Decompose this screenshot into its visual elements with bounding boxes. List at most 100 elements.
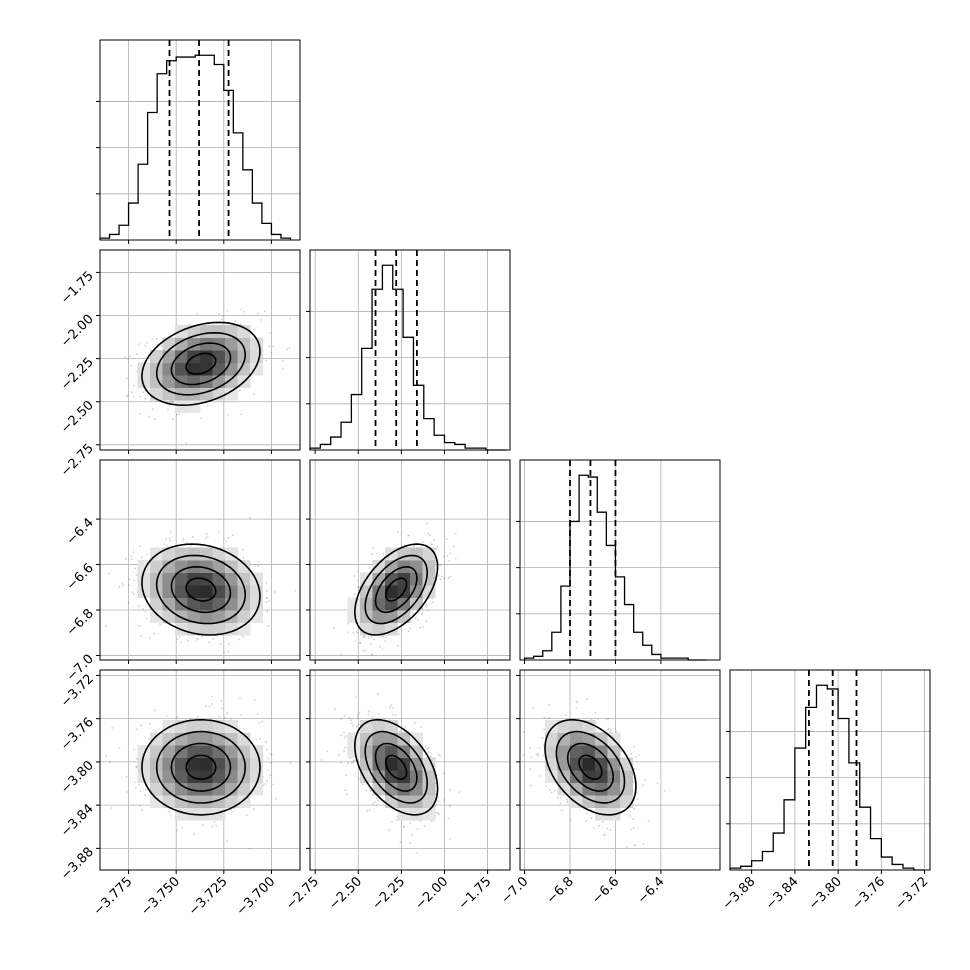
sample-point	[529, 768, 532, 770]
sample-point	[153, 632, 156, 635]
density-cell	[200, 745, 213, 758]
density-cell	[162, 610, 176, 623]
density-cell	[212, 622, 226, 636]
sample-point	[126, 394, 129, 397]
sample-point	[632, 826, 635, 829]
sample-point	[142, 608, 144, 610]
sample-point	[248, 517, 251, 519]
sample-point	[133, 781, 136, 784]
sample-point	[411, 611, 413, 613]
sample-point	[237, 638, 240, 641]
sample-point	[133, 593, 135, 596]
sample-point	[163, 543, 166, 546]
sample-point	[594, 712, 597, 714]
sample-point	[554, 789, 556, 792]
y-tick-label: −6.4	[64, 515, 97, 548]
sample-point	[127, 584, 130, 587]
sample-point	[275, 797, 277, 800]
sample-point	[133, 748, 136, 751]
density-cell	[150, 782, 163, 796]
sample-point	[416, 852, 419, 854]
sample-point	[357, 778, 360, 780]
sample-point	[392, 707, 394, 710]
sample-point	[344, 789, 347, 792]
sample-point	[267, 600, 270, 603]
sample-point	[125, 377, 128, 380]
sample-point	[109, 761, 111, 764]
density-cell	[347, 610, 361, 623]
sample-point	[125, 775, 128, 778]
sample-point	[232, 810, 235, 813]
sample-point	[409, 822, 411, 825]
sample-point	[272, 783, 275, 786]
sample-point	[167, 408, 170, 411]
sample-point	[445, 538, 448, 540]
sample-point	[242, 548, 244, 551]
sample-point	[260, 319, 263, 321]
sample-point	[118, 747, 121, 750]
density-cell	[397, 770, 411, 783]
sample-point	[129, 355, 132, 358]
panel-frame	[99, 39, 301, 241]
y-tick-label: −2.50	[58, 398, 97, 437]
density-cell	[187, 720, 201, 733]
sample-point	[205, 705, 207, 708]
sample-point	[272, 345, 275, 348]
density-cell	[175, 610, 188, 623]
density-cell	[200, 610, 213, 623]
sample-point	[635, 756, 637, 758]
sample-point	[140, 724, 143, 727]
sample-point	[124, 557, 127, 560]
sample-point	[419, 726, 422, 729]
sample-point	[144, 344, 147, 347]
density-cell	[175, 572, 188, 586]
sample-point	[435, 812, 438, 814]
density-cell	[237, 622, 251, 636]
sample-point	[442, 555, 445, 558]
sample-point	[426, 522, 429, 525]
contour-line	[385, 577, 408, 602]
density-cell	[225, 387, 238, 401]
sample-point	[155, 400, 157, 402]
density-cell	[187, 585, 201, 598]
sample-point	[196, 639, 198, 641]
sample-point	[371, 547, 374, 550]
sample-point	[424, 825, 426, 827]
x-tick-label: −2.75	[283, 874, 322, 913]
sample-point	[288, 317, 291, 320]
sample-point	[257, 564, 260, 567]
sample-point	[537, 752, 540, 755]
sample-point	[175, 829, 178, 832]
density-cell	[162, 732, 176, 746]
sample-point	[343, 731, 345, 734]
sample-point	[644, 778, 647, 781]
sample-point	[354, 640, 357, 642]
sample-point	[436, 545, 439, 548]
sample-point	[176, 638, 179, 640]
sample-point	[134, 787, 137, 789]
density-cell	[162, 782, 176, 796]
sample-point	[394, 714, 397, 717]
density-cell	[237, 362, 251, 376]
sample-point	[333, 627, 336, 630]
sample-point	[632, 745, 635, 748]
sample-point	[364, 649, 367, 652]
sample-point	[425, 620, 428, 623]
sample-point	[259, 737, 261, 740]
sample-point	[166, 545, 169, 547]
sample-point	[350, 722, 353, 725]
density-cell	[250, 350, 263, 363]
sample-point	[615, 730, 617, 733]
sample-point	[197, 715, 199, 718]
sample-point	[376, 803, 379, 806]
sample-point	[452, 545, 455, 548]
density-cell	[200, 757, 213, 771]
density-cell	[200, 325, 213, 338]
density-cell	[212, 782, 226, 796]
sample-point	[604, 833, 606, 836]
sample-point	[447, 817, 450, 820]
sample-point	[374, 800, 376, 803]
sample-point	[131, 391, 133, 394]
sample-point	[348, 717, 350, 719]
sample-point	[181, 826, 184, 829]
